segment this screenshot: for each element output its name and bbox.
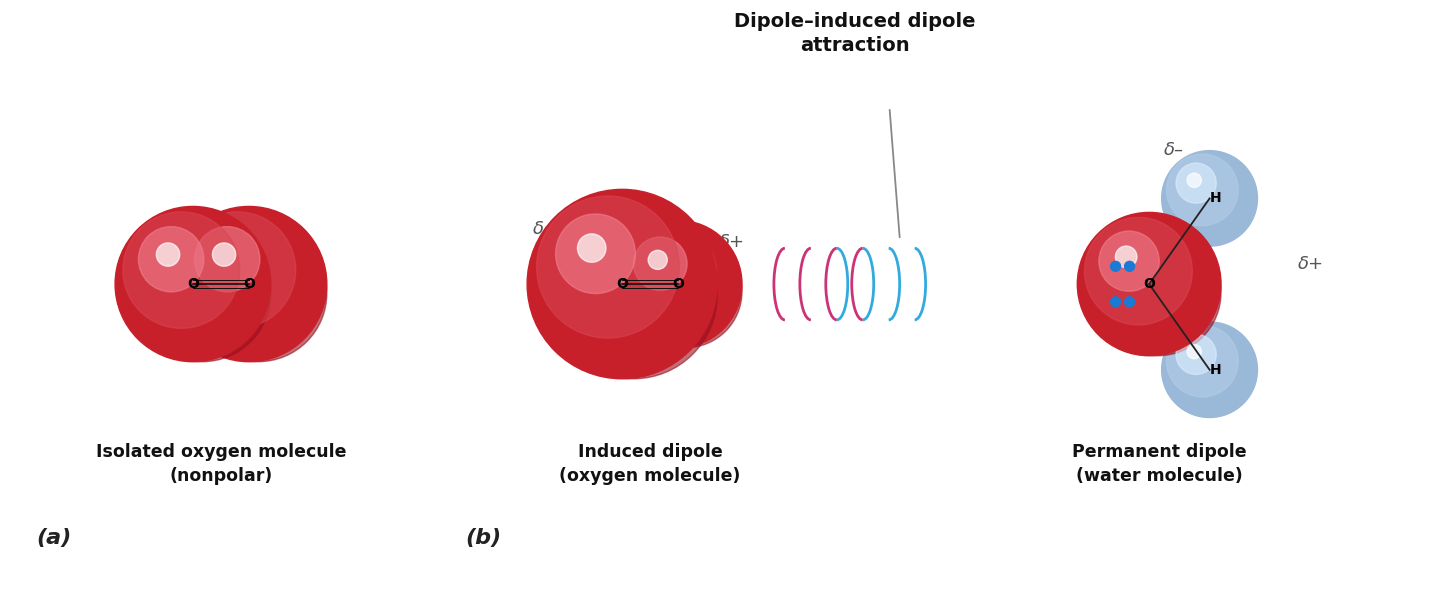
Circle shape	[1162, 150, 1257, 246]
Circle shape	[171, 207, 327, 362]
Circle shape	[1187, 344, 1201, 359]
Circle shape	[537, 196, 680, 338]
Text: δ–: δ–	[533, 220, 553, 238]
Circle shape	[1116, 246, 1138, 268]
Circle shape	[138, 226, 204, 292]
Text: (b): (b)	[465, 528, 501, 548]
Circle shape	[213, 243, 236, 266]
Circle shape	[1166, 154, 1238, 226]
Circle shape	[115, 207, 271, 362]
Circle shape	[615, 220, 742, 348]
Circle shape	[550, 212, 717, 379]
Circle shape	[648, 250, 667, 270]
Circle shape	[1187, 173, 1201, 187]
Text: Induced dipole
(oxygen molecule): Induced dipole (oxygen molecule)	[560, 443, 740, 485]
Circle shape	[1084, 217, 1192, 325]
Text: O: O	[243, 277, 255, 291]
Text: Dipole–induced dipole
attraction: Dipole–induced dipole attraction	[734, 13, 975, 55]
Text: δ+: δ+	[1297, 255, 1323, 273]
Circle shape	[157, 243, 180, 266]
Circle shape	[1166, 325, 1238, 397]
Circle shape	[1125, 297, 1135, 307]
Circle shape	[527, 189, 717, 379]
Text: δ+: δ+	[719, 233, 744, 251]
Circle shape	[556, 214, 635, 294]
Text: Isolated oxygen molecule
(nonpolar): Isolated oxygen molecule (nonpolar)	[95, 443, 346, 485]
Text: O: O	[616, 277, 628, 291]
Circle shape	[577, 234, 606, 262]
Circle shape	[1125, 261, 1135, 271]
Circle shape	[1099, 231, 1159, 291]
Circle shape	[1094, 229, 1221, 356]
Circle shape	[1110, 297, 1120, 307]
Circle shape	[1176, 334, 1217, 374]
Circle shape	[122, 212, 239, 328]
Text: O: O	[1143, 277, 1155, 291]
Text: Permanent dipole
(water molecule): Permanent dipole (water molecule)	[1071, 443, 1247, 485]
Circle shape	[1110, 261, 1120, 271]
Circle shape	[1162, 322, 1257, 418]
Text: O: O	[672, 277, 684, 291]
Circle shape	[194, 226, 259, 292]
Circle shape	[134, 225, 271, 362]
Circle shape	[621, 225, 717, 320]
Text: δ–: δ–	[1164, 141, 1184, 159]
Text: (a): (a)	[36, 528, 72, 548]
Circle shape	[634, 237, 687, 291]
Text: H: H	[1210, 192, 1221, 205]
Circle shape	[1176, 163, 1217, 203]
Circle shape	[190, 225, 327, 362]
Text: O: O	[187, 277, 199, 291]
Circle shape	[179, 212, 295, 328]
Circle shape	[1077, 213, 1221, 356]
Text: H: H	[1210, 363, 1221, 377]
Circle shape	[629, 235, 742, 348]
